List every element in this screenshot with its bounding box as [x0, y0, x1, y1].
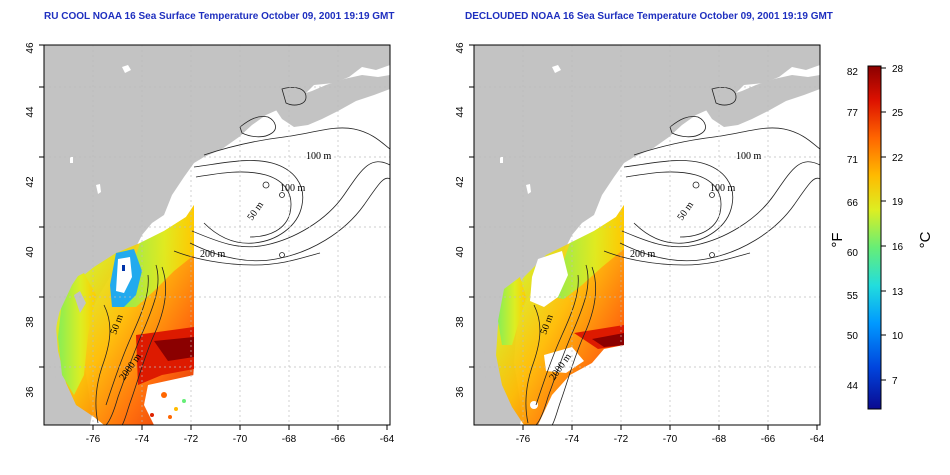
svg-text:36: 36: [455, 386, 466, 398]
svg-text:-76: -76: [516, 434, 531, 445]
svg-text:40: 40: [455, 246, 466, 258]
fahrenheit-scale: 82 77 71 66 60 55 50 44 °F: [829, 67, 858, 392]
svg-text:16: 16: [892, 242, 904, 253]
svg-text:50: 50: [847, 331, 859, 342]
right-lon-ticks: -76 -74 -72 -70 -68 -66 -64: [516, 434, 825, 445]
svg-text:25: 25: [892, 108, 904, 119]
svg-text:-70: -70: [233, 434, 248, 445]
svg-text:7: 7: [892, 376, 898, 387]
left-lon-ticks: -76 -74 -72 -70 -68 -66 -64: [86, 434, 395, 445]
svg-text:-68: -68: [712, 434, 727, 445]
contour-label-100m-b-right: 100 m: [710, 183, 736, 194]
svg-text:-76: -76: [86, 434, 101, 445]
celsius-unit-label: °C: [917, 231, 934, 248]
celsius-scale: [881, 67, 886, 381]
svg-text:-74: -74: [565, 434, 580, 445]
svg-text:46: 46: [455, 42, 466, 54]
contour-label-200m-right: 200 m: [630, 249, 656, 260]
fahrenheit-unit-label: °F: [829, 232, 846, 247]
svg-text:44: 44: [25, 106, 36, 118]
svg-text:44: 44: [455, 106, 466, 118]
right-lat-ticks: 36 38 40 42 44 46: [455, 42, 466, 398]
svg-text:-72: -72: [184, 434, 199, 445]
contour-label-200m: 200 m: [200, 249, 226, 260]
svg-text:44: 44: [847, 381, 859, 392]
right-map-panel: 100 m 100 m 50 m 200 m 50 m 2000 m: [473, 44, 821, 426]
left-map-title: RU COOL NOAA 16 Sea Surface Temperature …: [44, 11, 395, 22]
right-axes: [469, 44, 818, 430]
svg-text:-68: -68: [282, 434, 297, 445]
svg-text:-70: -70: [663, 434, 678, 445]
svg-text:82: 82: [847, 67, 859, 78]
svg-text:-72: -72: [614, 434, 629, 445]
svg-text:28: 28: [892, 64, 904, 75]
svg-text:-66: -66: [331, 434, 346, 445]
contour-label-100m-a-right: 100 m: [736, 151, 762, 162]
celsius-labels: 28 25 22 19 16 13 10 7 °C: [892, 64, 934, 387]
svg-text:13: 13: [892, 287, 904, 298]
svg-text:71: 71: [847, 155, 859, 166]
left-map-panel: 100 m 100 m 50 m 200 m 50 m 2000 m: [43, 44, 391, 426]
left-axes: [39, 44, 388, 430]
svg-text:42: 42: [455, 176, 466, 188]
contour-label-100m-a: 100 m: [306, 151, 332, 162]
svg-text:-64: -64: [810, 434, 825, 445]
svg-text:-64: -64: [380, 434, 395, 445]
svg-text:-66: -66: [761, 434, 776, 445]
svg-text:-74: -74: [135, 434, 150, 445]
svg-text:40: 40: [25, 246, 36, 258]
svg-text:55: 55: [847, 291, 859, 302]
svg-text:19: 19: [892, 197, 904, 208]
left-lat-ticks: 36 38 40 42 44 46: [25, 42, 36, 398]
svg-text:77: 77: [847, 108, 859, 119]
contour-label-100m-b: 100 m: [280, 183, 306, 194]
temperature-colorbar: [867, 65, 882, 410]
right-map-title: DECLOUDED NOAA 16 Sea Surface Temperatur…: [465, 11, 833, 22]
svg-text:66: 66: [847, 198, 859, 209]
svg-text:10: 10: [892, 331, 904, 342]
svg-text:38: 38: [25, 316, 36, 328]
svg-text:38: 38: [455, 316, 466, 328]
svg-text:60: 60: [847, 248, 859, 259]
svg-text:22: 22: [892, 153, 904, 164]
svg-text:36: 36: [25, 386, 36, 398]
svg-text:46: 46: [25, 42, 36, 54]
svg-text:42: 42: [25, 176, 36, 188]
